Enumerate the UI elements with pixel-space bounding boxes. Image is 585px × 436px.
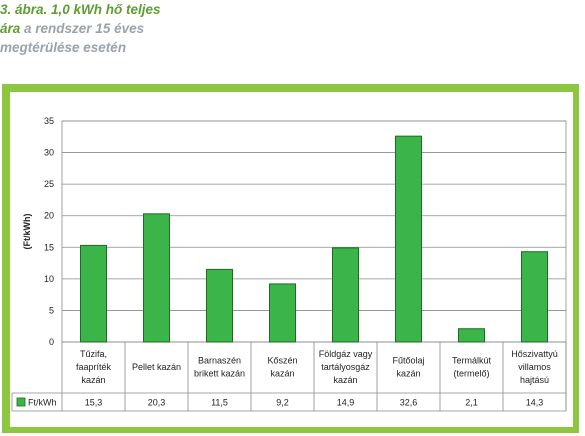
caption-line-2-gray: a rendszer 15 éves (20, 21, 145, 36)
caption-line-2: ára a rendszer 15 éves (0, 19, 300, 38)
bar-chart: 0 5 10 15 20 25 30 35 (Ft/kWh) Tűzifa, faapríték ka… (11, 116, 567, 412)
category-label: (termelő) (453, 369, 489, 379)
bar (332, 247, 359, 343)
bar (143, 213, 170, 343)
category-label: kazán (81, 375, 105, 385)
category-label: faapríték (76, 362, 112, 372)
y-tick-label: 30 (44, 148, 54, 158)
category-label: tartályosgáz (321, 362, 370, 372)
category-label: Fűtőolaj (392, 356, 424, 366)
chart-frame: 0 5 10 15 20 25 30 35 (Ft/kWh) Tűzifa, faapríték ka… (2, 84, 579, 433)
bar (269, 283, 296, 343)
y-tick-label: 35 (44, 116, 54, 126)
plot-border (61, 120, 567, 343)
category-label: Földgáz vagy (319, 349, 373, 359)
bar (521, 251, 548, 343)
figure-caption: 3. ábra. 1,0 kWh hő teljes ára a rendsze… (0, 0, 300, 57)
data-value-label: 20,3 (148, 398, 166, 408)
category-label: Termálkút (452, 356, 492, 366)
y-tick-label: 25 (44, 179, 54, 189)
legend-label: Ft/kWh (28, 398, 57, 408)
bar (80, 244, 107, 343)
y-tick-label: 5 (49, 305, 54, 315)
category-label: Tűzifa, (80, 349, 107, 359)
caption-line-1: 3. ábra. 1,0 kWh hő teljes (0, 2, 161, 17)
category-label: kazán (333, 375, 357, 385)
legend-key (16, 397, 26, 407)
bar (206, 268, 233, 343)
caption-line-2-green: ára (0, 21, 21, 36)
category-label: brikett kazán (194, 369, 245, 379)
data-value-label: 15,3 (85, 398, 103, 408)
y-axis-label: (Ft/kWh) (22, 214, 32, 250)
y-tick-label: 15 (44, 242, 54, 252)
bar (458, 328, 485, 343)
data-value-label: 9,2 (276, 398, 289, 408)
category-label: hajtású (520, 375, 549, 385)
chart-area: 0 5 10 15 20 25 30 35 (Ft/kWh) Tűzifa, faapríték ka… (10, 92, 573, 427)
y-tick-label: 10 (44, 274, 54, 284)
data-value-label: 14,3 (526, 398, 544, 408)
data-value-label: 14,9 (337, 398, 355, 408)
bar (395, 135, 422, 343)
y-tick-label: 20 (44, 211, 54, 221)
data-value-label: 11,5 (211, 398, 228, 408)
category-label: Hőszivattyú (511, 349, 558, 359)
category-label: kazán (270, 369, 294, 379)
category-label: Barnaszén (198, 356, 241, 366)
data-value-label: 32,6 (400, 398, 418, 408)
category-label: Pellet kazán (132, 362, 181, 372)
y-tick-label: 0 (49, 337, 54, 347)
category-label: villamos (518, 362, 551, 372)
category-label: Kőszén (267, 356, 297, 366)
category-label: kazán (396, 369, 420, 379)
data-value-label: 2,1 (465, 398, 478, 408)
caption-line-3: megtérülése esetén (0, 40, 127, 55)
